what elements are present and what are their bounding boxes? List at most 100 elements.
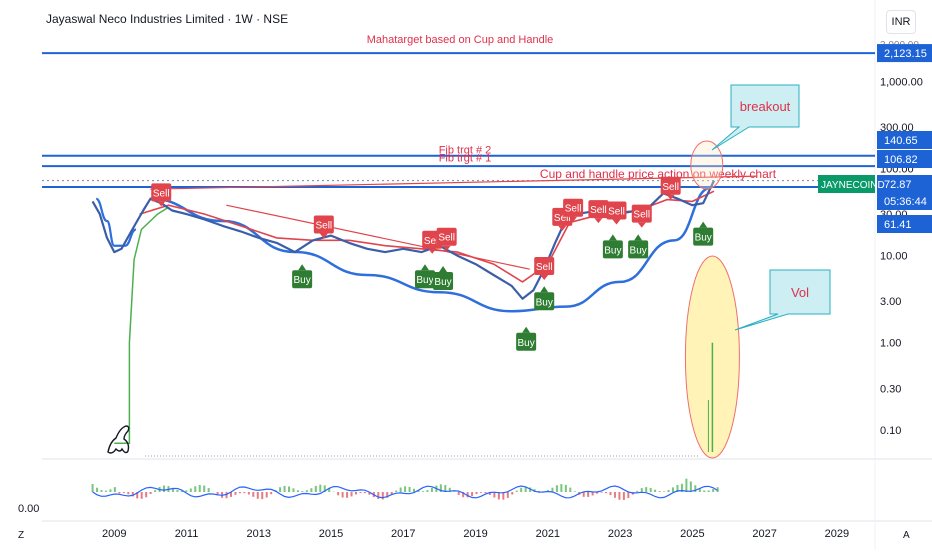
buy-marker-label: Buy <box>434 277 451 288</box>
sell-marker-label: Sell <box>438 233 455 244</box>
buy-marker-label: Buy <box>604 245 621 256</box>
buy-marker-pointer <box>298 264 306 270</box>
oscillator-bar <box>141 492 143 499</box>
oscillator-bar <box>203 486 205 492</box>
oscillator-bar <box>342 492 344 498</box>
x-tick-label: 2025 <box>680 528 704 540</box>
sell-marker-label: Sell <box>608 207 625 218</box>
auto-scale-letter: A <box>903 530 910 541</box>
price-tag-label: 61.41 <box>884 219 912 231</box>
oscillator-bar <box>592 492 594 495</box>
y-tick-label: 0.10 <box>880 425 901 437</box>
lower-trend-line <box>226 205 530 269</box>
sell-marker-label: Sell <box>536 262 553 273</box>
oscillator-bar <box>601 492 603 493</box>
oscillator-bar <box>114 487 116 492</box>
oscillator-bar <box>422 491 424 492</box>
oscillator-bar <box>395 491 397 492</box>
y-tick-label: 3.00 <box>880 296 901 308</box>
vol-callout-label: Vol <box>791 285 809 300</box>
oscillator-bar <box>614 492 616 498</box>
oscillator-bar <box>672 487 674 492</box>
oscillator-bar <box>520 488 522 492</box>
oscillator-bar <box>516 491 518 492</box>
y-tick-label: 10.00 <box>880 251 908 263</box>
oscillator-bar <box>663 491 665 492</box>
oscillator-bar <box>279 487 281 492</box>
oscillator-bar <box>480 492 482 493</box>
buy-marker-pointer <box>699 222 707 228</box>
y-tick-label: 0.30 <box>880 383 901 395</box>
oscillator-bar <box>150 492 152 494</box>
oscillator-bar <box>270 492 272 494</box>
oscillator-bar <box>627 492 629 498</box>
x-tick-label: 2009 <box>102 528 126 540</box>
oscillator-bar <box>645 487 647 492</box>
buy-marker-pointer <box>439 266 447 272</box>
sell-marker-label: Sell <box>153 188 170 199</box>
oscillator-bar <box>154 490 156 492</box>
oscillator-bar <box>252 492 254 497</box>
oscillator-bar <box>431 488 433 492</box>
oscillator-bar <box>426 490 428 492</box>
x-tick-label: 2021 <box>536 528 560 540</box>
oscillator-bar <box>199 485 201 492</box>
oscillator-bar <box>409 487 411 492</box>
oscillator-bar <box>484 492 486 493</box>
oscillator-bar <box>194 486 196 492</box>
oscillator-bar <box>583 492 585 497</box>
bottom-left-letter: Z <box>18 530 24 541</box>
breakout-ellipse <box>691 141 723 189</box>
oscillator-bar <box>118 492 120 493</box>
oscillator-bar <box>337 492 339 495</box>
oscillator-bar <box>239 492 241 493</box>
currency-button[interactable]: INR <box>886 10 916 34</box>
oscillator-bar <box>623 492 625 500</box>
oscillator-bar <box>605 492 607 493</box>
oscillator-bar <box>507 492 509 498</box>
oscillator-zero-label: 0.00 <box>18 503 39 515</box>
buy-marker-label: Buy <box>695 233 712 244</box>
oscillator-bar <box>587 492 589 497</box>
buy-marker-label: Buy <box>630 245 647 256</box>
buy-marker-label: Buy <box>416 275 433 286</box>
annotation-cup: Cup and handle price action on weekly ch… <box>540 167 777 181</box>
oscillator-bar <box>556 485 558 492</box>
oscillator-bar <box>668 490 670 492</box>
chart-title: Jayaswal Neco Industries Limited · 1W · … <box>46 12 288 26</box>
oscillator-bar <box>458 492 460 495</box>
buy-marker-pointer <box>609 234 617 240</box>
sell-marker-pointer <box>428 249 436 254</box>
oscillator-bar <box>685 479 687 492</box>
oscillator-bar <box>565 485 567 492</box>
oscillator-bar <box>654 490 656 492</box>
price-tag-label: 72.87 <box>884 179 912 191</box>
oscillator-bar <box>185 490 187 492</box>
oscillator-bar <box>609 492 611 495</box>
oscillator-bar <box>618 492 620 500</box>
breakout-callout-label: breakout <box>740 99 791 114</box>
oscillator-bar <box>319 485 321 492</box>
oscillator-bar <box>708 490 710 492</box>
oscillator-bar <box>109 489 111 492</box>
oscillator-bar <box>163 486 165 492</box>
step-series-line <box>114 207 168 443</box>
sell-marker-label: Sell <box>633 210 650 221</box>
oscillator-bar <box>243 492 245 493</box>
x-tick-label: 2027 <box>752 528 776 540</box>
oscillator-bar <box>400 488 402 492</box>
x-tick-label: 2011 <box>175 528 199 540</box>
oscillator-bar <box>145 492 147 497</box>
oscillator-bar <box>574 491 576 492</box>
oscillator-bar <box>292 488 294 492</box>
oscillator-bar <box>105 491 107 492</box>
price-tag-label: 05:36:44 <box>884 196 927 208</box>
oscillator-bar <box>382 492 384 499</box>
sell-marker-label: Sell <box>662 182 679 193</box>
oscillator-bar <box>310 488 312 492</box>
oscillator-bar <box>261 492 263 499</box>
sell-marker-label: Sell <box>590 205 607 216</box>
breakout-callout-bubble <box>712 85 799 150</box>
oscillator-bar <box>96 488 98 492</box>
